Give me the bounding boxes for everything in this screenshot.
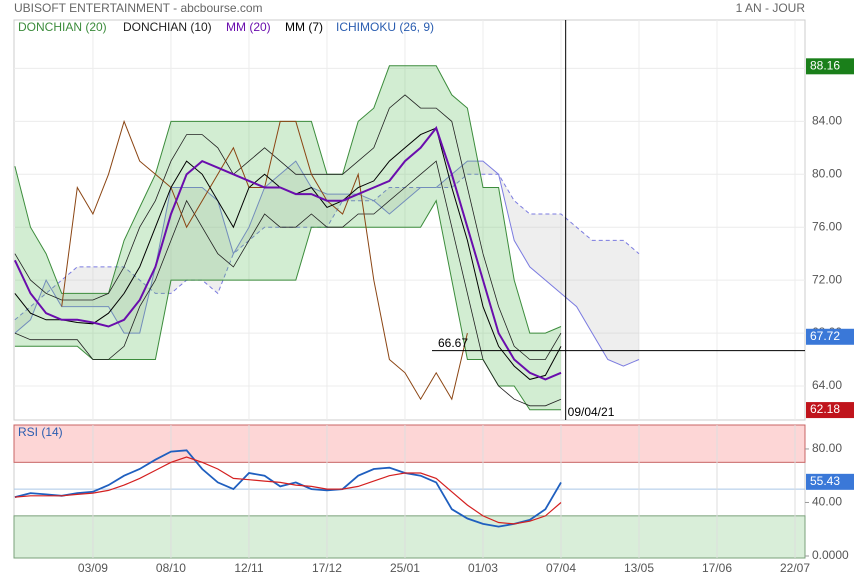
y-tick-label: 40.00: [812, 495, 842, 509]
price-tag-label: 62.18: [810, 402, 840, 416]
x-tick-label: 22/07: [780, 561, 810, 575]
y-tick-label: 80.00: [812, 441, 842, 455]
period-label: 1 AN - JOUR: [736, 1, 806, 15]
rsi-tag-label: 55.43: [810, 474, 840, 488]
x-tick-label: 03/09: [78, 561, 108, 575]
rsi-line: [14, 449, 562, 528]
x-tick-label: 07/04: [546, 561, 576, 575]
price-panel: [13, 19, 806, 421]
x-tick-label: 01/03: [468, 561, 498, 575]
rsi-tag: [806, 473, 854, 490]
crosshair-date: 09/04/21: [568, 405, 615, 419]
x-tick-label: 17/12: [312, 561, 342, 575]
legend-entry: DONCHIAN (10): [123, 20, 212, 34]
donchian-20-band: [14, 65, 561, 410]
y-tick-label: 0.0000: [812, 548, 849, 562]
senkou-a: [14, 160, 640, 367]
price-tag: [806, 58, 854, 75]
legend-entry: ICHIMOKU (26, 9): [336, 20, 434, 34]
x-tick-label: 25/01: [390, 561, 420, 575]
x-tick-label: 12/11: [234, 561, 263, 575]
y-tick-label: 72.00: [812, 272, 842, 286]
y-tick-label: 84.00: [812, 114, 842, 128]
x-tick-label: 13/05: [624, 561, 654, 575]
price-tag-label: 67.72: [810, 329, 840, 343]
donchian-10-lower: [14, 160, 562, 407]
y-tick-label: 80.00: [812, 166, 842, 180]
legend-entry: DONCHIAN (20): [18, 20, 107, 34]
y-tick-label: 76.00: [812, 219, 842, 233]
donchian-10-upper: [14, 94, 562, 360]
oversold-band: [13, 515, 806, 559]
crosshair-value: 66.67: [438, 336, 468, 350]
legend-entry: MM (20): [226, 20, 271, 34]
price-tag: [806, 402, 854, 419]
overbought-band: [13, 424, 806, 463]
price-tag-label: 88.16: [810, 58, 840, 72]
chart-title: UBISOFT ENTERTAINMENT - abcbourse.com: [14, 1, 263, 15]
x-tick-label: 08/10: [156, 561, 186, 575]
legend-entry: MM (7): [285, 20, 323, 34]
rsi-title: RSI (14): [18, 425, 63, 439]
y-tick-label: 64.00: [812, 378, 842, 392]
price-tag: [806, 328, 854, 345]
x-tick-label: 17/06: [702, 561, 732, 575]
mm-20: [13, 125, 562, 381]
rsi-line: [14, 456, 562, 525]
